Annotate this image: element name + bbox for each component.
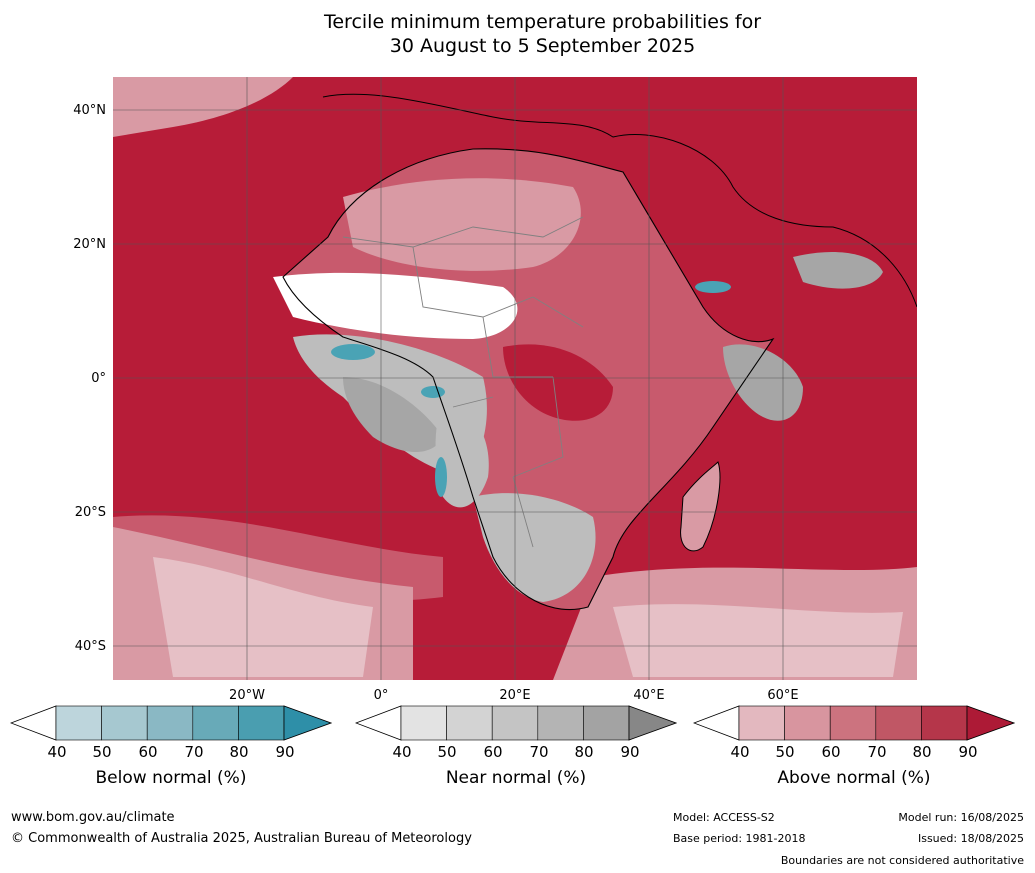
map-svg: [113, 77, 917, 680]
cb-above-tick: 80: [912, 743, 932, 761]
colorbar-segment: [875, 705, 922, 741]
colorbar-near-title: Near normal (%): [445, 768, 587, 788]
cb-below-tick: 80: [229, 743, 249, 761]
colorbar-below: [9, 705, 333, 741]
madagascar: [680, 462, 720, 551]
footer-issued: Issued: 18/08/2025: [917, 832, 1024, 845]
cb-below-tick: 50: [92, 743, 112, 761]
lon-label-60e: 60°E: [767, 688, 799, 703]
lon-label-40e: 40°E: [633, 688, 665, 703]
lat-label-20s: 20°S: [74, 505, 106, 520]
cb-below-tick: 60: [138, 743, 158, 761]
colorbar-segment: [829, 705, 877, 741]
lat-label-20n: 20°N: [73, 237, 106, 252]
cb-above-tick: 40: [730, 743, 750, 761]
colorbar-segment: [146, 705, 194, 741]
footer-copyright: © Commonwealth of Australia 2025, Austra…: [11, 831, 472, 846]
colorbar-segment: [55, 705, 102, 741]
cb-near-tick: 80: [574, 743, 594, 761]
cb-above-tick: 60: [821, 743, 841, 761]
colorbar-below-svg: [9, 705, 333, 741]
colorbar-segment: [101, 705, 148, 741]
forecast-map: [113, 77, 917, 680]
footer-disclaimer: Boundaries are not considered authoritat…: [780, 854, 1024, 867]
cb-below-tick: 40: [47, 743, 67, 761]
cb-above-tick: 50: [775, 743, 795, 761]
colorbar-above-svg: [692, 705, 1016, 741]
title-line-1: Tercile minimum temperature probabilitie…: [323, 11, 762, 33]
graticule: [113, 77, 917, 680]
colorbar-segment: [238, 705, 285, 741]
lon-label-0: 0°: [373, 688, 389, 703]
cb-near-tick: 50: [437, 743, 457, 761]
below-normal-patch-3: [435, 457, 447, 497]
lat-label-0: 0°: [91, 371, 106, 386]
colorbar-lower-extend: [692, 705, 740, 741]
footer-model-run: Model run: 16/08/2025: [898, 811, 1024, 824]
colorbar-upper-extend: [966, 705, 1016, 741]
arabian-sea-near-normal: [793, 252, 883, 289]
lon-label-20w: 20°W: [229, 688, 265, 703]
colorbar-segment: [446, 705, 493, 741]
colorbar-segment: [537, 705, 584, 741]
east-africa-above-normal: [503, 344, 613, 421]
footer-base-period: Base period: 1981-2018: [673, 832, 806, 845]
footer-url: www.bom.gov.au/climate: [11, 810, 175, 825]
cb-near-tick: 90: [620, 743, 640, 761]
country-borders: [342, 216, 584, 548]
cb-below-tick: 90: [275, 743, 295, 761]
colorbar-above: [692, 705, 1016, 741]
below-normal-patch-1: [331, 344, 375, 360]
lat-label-40s: 40°S: [74, 639, 106, 654]
colorbar-segment: [784, 705, 831, 741]
cb-below-tick: 70: [184, 743, 204, 761]
chart-title: Tercile minimum temperature probabilitie…: [0, 10, 1035, 58]
title-line-2: 30 August to 5 September 2025: [389, 35, 696, 57]
colorbar-segment: [583, 705, 630, 741]
below-normal-patch-4: [695, 281, 731, 293]
lat-label-40n: 40°N: [73, 103, 106, 118]
colorbar-near-svg: [354, 705, 678, 741]
southern-ocean-band-40: [153, 557, 373, 677]
colorbar-lower-extend: [9, 705, 57, 741]
colorbar-segment: [921, 705, 968, 741]
congo-near-normal-80: [343, 377, 443, 452]
colorbar-near: [354, 705, 678, 741]
colorbar-segment: [738, 705, 785, 741]
colorbar-segment: [192, 705, 239, 741]
footer-model: Model: ACCESS-S2: [673, 811, 775, 824]
colorbar-below-title: Below normal (%): [95, 768, 247, 788]
colorbar-lower-extend: [354, 705, 402, 741]
cb-near-tick: 70: [529, 743, 549, 761]
cb-above-tick: 90: [958, 743, 978, 761]
colorbar-segment: [400, 705, 447, 741]
cb-near-tick: 40: [392, 743, 412, 761]
lon-label-20e: 20°E: [499, 688, 531, 703]
angola-near-normal: [435, 397, 489, 508]
colorbar-upper-extend: [628, 705, 678, 741]
mediterranean-arabia-coastline: [322, 93, 917, 308]
africa-coastline: [282, 148, 775, 611]
colorbar-above-title: Above normal (%): [777, 768, 931, 788]
colorbar-segment: [491, 705, 539, 741]
cb-above-tick: 70: [867, 743, 887, 761]
madagascar-coastline: [680, 461, 721, 552]
colorbar-upper-extend: [283, 705, 333, 741]
below-normal-patch-2: [421, 386, 445, 398]
sahel-near-normal: [273, 272, 518, 339]
sahara-above-50: [343, 178, 581, 271]
north-atlantic-band: [113, 77, 293, 137]
cb-near-tick: 60: [483, 743, 503, 761]
southern-ocean-band-40-east: [613, 604, 903, 677]
